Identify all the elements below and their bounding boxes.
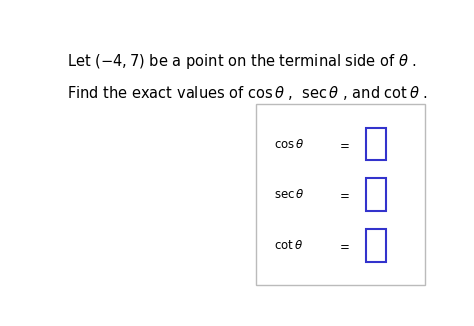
Text: Let $(-4,7)$ be a point on the terminal side of $\theta$ .: Let $(-4,7)$ be a point on the terminal …	[66, 52, 417, 71]
Text: $\sec\theta$: $\sec\theta$	[274, 188, 305, 201]
Text: Find the exact values of $\cos\theta$ ,  $\sec\theta$ , and $\cot\theta$ .: Find the exact values of $\cos\theta$ , …	[66, 84, 428, 102]
Text: $\cot\theta$: $\cot\theta$	[274, 239, 303, 252]
Text: $=$: $=$	[337, 138, 350, 151]
Bar	[256, 104, 425, 285]
Bar	[366, 128, 386, 160]
Text: $=$: $=$	[337, 188, 350, 201]
Bar	[366, 229, 386, 262]
Text: $\cos\theta$: $\cos\theta$	[274, 138, 305, 151]
Bar	[366, 178, 386, 211]
Text: $=$: $=$	[337, 239, 350, 252]
